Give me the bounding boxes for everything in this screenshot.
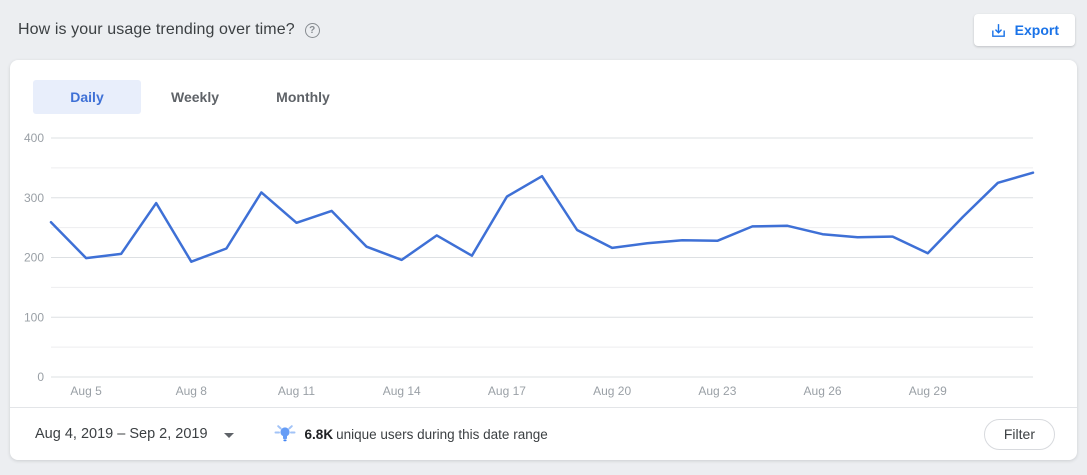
date-range-selector[interactable]: Aug 4, 2019 – Sep 2, 2019 (35, 426, 234, 442)
download-icon (990, 22, 1007, 39)
usage-line-chart[interactable]: 0 100 200 300 400 Aug 5 Aug 8 Aug 11 Aug 14 Aug 1… (10, 118, 1077, 408)
svg-text:Aug 11: Aug 11 (278, 384, 315, 398)
svg-text:Aug 20: Aug 20 (593, 384, 631, 398)
svg-text:100: 100 (24, 310, 44, 324)
lightbulb-icon (274, 423, 296, 445)
page-title: How is your usage trending over time? (18, 21, 295, 38)
date-range-label: Aug 4, 2019 – Sep 2, 2019 (35, 426, 208, 442)
export-label: Export (1014, 22, 1059, 38)
page-header: How is your usage trending over time? ? … (0, 0, 1087, 60)
insight-value: 6.8K (304, 426, 334, 442)
svg-text:Aug 17: Aug 17 (488, 384, 526, 398)
tab-daily[interactable]: Daily (33, 80, 141, 114)
export-button[interactable]: Export (973, 14, 1075, 46)
card-footer: Aug 4, 2019 – Sep 2, 2019 6.8 (10, 407, 1077, 460)
svg-text:Aug 5: Aug 5 (70, 384, 102, 398)
svg-text:Aug 29: Aug 29 (909, 384, 947, 398)
svg-text:400: 400 (24, 131, 44, 145)
svg-text:Aug 14: Aug 14 (383, 384, 421, 398)
usage-card: Daily Weekly Monthly 0 100 200 300 400 Aug 5 A… (10, 60, 1077, 460)
svg-text:Aug 23: Aug 23 (698, 384, 736, 398)
line-chart-svg: 0 100 200 300 400 Aug 5 Aug 8 Aug 11 Aug 14 Aug 1… (24, 131, 1035, 398)
tab-monthly[interactable]: Monthly (276, 89, 330, 105)
svg-text:Aug 8: Aug 8 (176, 384, 208, 398)
svg-text:200: 200 (24, 251, 44, 265)
arrow-drop-down-icon (223, 432, 234, 438)
insight-text: 6.8K unique users during this date range (304, 426, 548, 442)
svg-text:300: 300 (24, 191, 44, 205)
filter-button[interactable]: Filter (983, 418, 1055, 450)
svg-text:Aug 26: Aug 26 (804, 384, 842, 398)
svg-text:0: 0 (37, 370, 44, 384)
help-icon[interactable]: ? (304, 22, 320, 38)
tab-weekly[interactable]: Weekly (171, 89, 219, 105)
granularity-tabs: Daily Weekly Monthly (33, 80, 357, 114)
insight: 6.8K unique users during this date range (274, 423, 548, 445)
